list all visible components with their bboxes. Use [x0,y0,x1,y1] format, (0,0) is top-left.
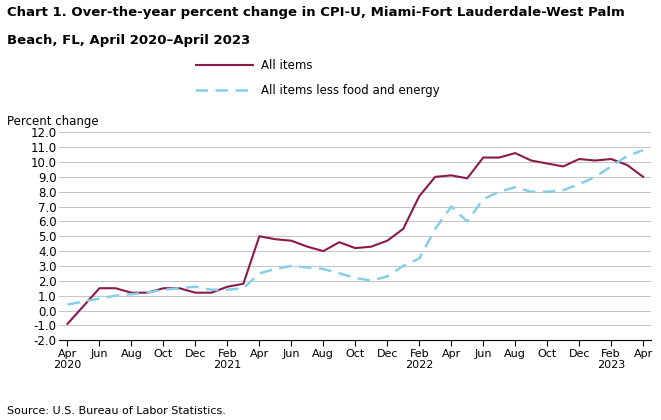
Text: All items: All items [261,59,313,71]
Text: Chart 1. Over-the-year percent change in CPI-U, Miami-Fort Lauderdale-West Palm: Chart 1. Over-the-year percent change in… [7,6,625,19]
Text: All items less food and energy: All items less food and energy [261,84,440,97]
Text: Beach, FL, April 2020–April 2023: Beach, FL, April 2020–April 2023 [7,34,250,47]
Text: Source: U.S. Bureau of Labor Statistics.: Source: U.S. Bureau of Labor Statistics. [7,406,225,416]
Text: Percent change: Percent change [7,116,98,129]
